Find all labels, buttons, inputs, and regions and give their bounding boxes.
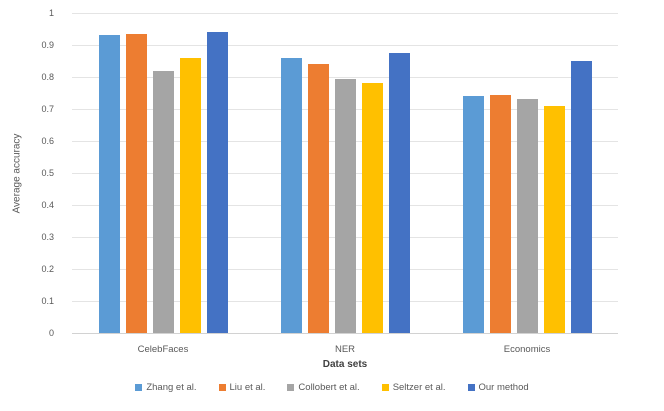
x-tick-label: CelebFaces bbox=[137, 344, 189, 355]
bar bbox=[334, 78, 356, 333]
bar-group-Economics bbox=[436, 13, 618, 333]
bar bbox=[570, 61, 592, 333]
y-tick-label: 0.2 bbox=[41, 264, 54, 274]
bar bbox=[280, 57, 302, 333]
y-tick-label: 0.4 bbox=[41, 200, 54, 210]
legend-label: Zhang et al. bbox=[146, 382, 197, 393]
legend-item: Liu et al. bbox=[218, 382, 266, 393]
chart-legend: Zhang et al. Liu et al. Collobert et al. Se… bbox=[0, 382, 664, 393]
bar bbox=[516, 99, 538, 333]
y-tick-label: 0.6 bbox=[41, 136, 54, 146]
y-tick-label: 0.8 bbox=[41, 72, 54, 82]
bar bbox=[206, 32, 228, 333]
legend-marker-icon bbox=[287, 384, 295, 391]
legend-marker-icon bbox=[381, 384, 389, 391]
x-tick-label: NER bbox=[334, 344, 356, 355]
y-axis-ticks: 0 0.1 0.2 0.3 0.4 0.5 0.6 0.7 0.8 0.9 1 bbox=[0, 8, 54, 338]
bar bbox=[543, 105, 565, 333]
legend-label: Liu et al. bbox=[229, 382, 266, 393]
bar bbox=[98, 35, 120, 333]
legend-item: Collobert et al. bbox=[287, 382, 360, 393]
gridline bbox=[72, 77, 618, 78]
legend-marker-icon bbox=[467, 384, 475, 391]
bar-group-CelebFaces bbox=[72, 13, 254, 333]
y-tick-label: 0.9 bbox=[41, 40, 54, 50]
bar bbox=[361, 83, 383, 333]
legend-item: Our method bbox=[467, 382, 529, 393]
bar-groups bbox=[72, 13, 618, 333]
legend-item: Seltzer et al. bbox=[381, 382, 446, 393]
x-axis-title: Data sets bbox=[322, 359, 368, 370]
gridline bbox=[72, 45, 618, 46]
y-tick-label: 0 bbox=[48, 328, 54, 338]
bar bbox=[462, 96, 484, 333]
legend-label: Collobert et al. bbox=[298, 382, 360, 393]
y-tick-label: 0.5 bbox=[41, 168, 54, 178]
y-tick-label: 0.3 bbox=[41, 232, 54, 242]
y-tick-label: 1 bbox=[48, 8, 54, 18]
bar bbox=[125, 33, 147, 333]
legend-marker-icon bbox=[135, 384, 143, 391]
legend-label: Our method bbox=[478, 382, 529, 393]
bar bbox=[179, 57, 201, 333]
legend-marker-icon bbox=[218, 384, 226, 391]
bar bbox=[489, 94, 511, 333]
plot-area bbox=[72, 13, 618, 334]
gridline bbox=[72, 13, 618, 14]
bar bbox=[152, 70, 174, 333]
y-tick-label: 0.7 bbox=[41, 104, 54, 114]
legend-item: Zhang et al. bbox=[135, 382, 197, 393]
bar bbox=[388, 53, 410, 333]
bar-group-NER bbox=[254, 13, 436, 333]
legend-label: Seltzer et al. bbox=[392, 382, 446, 393]
y-tick-label: 0.1 bbox=[41, 296, 54, 306]
x-axis-ticks: CelebFaces NER Economics bbox=[72, 344, 618, 355]
bar bbox=[307, 64, 329, 333]
x-tick-label: Economics bbox=[503, 344, 551, 355]
